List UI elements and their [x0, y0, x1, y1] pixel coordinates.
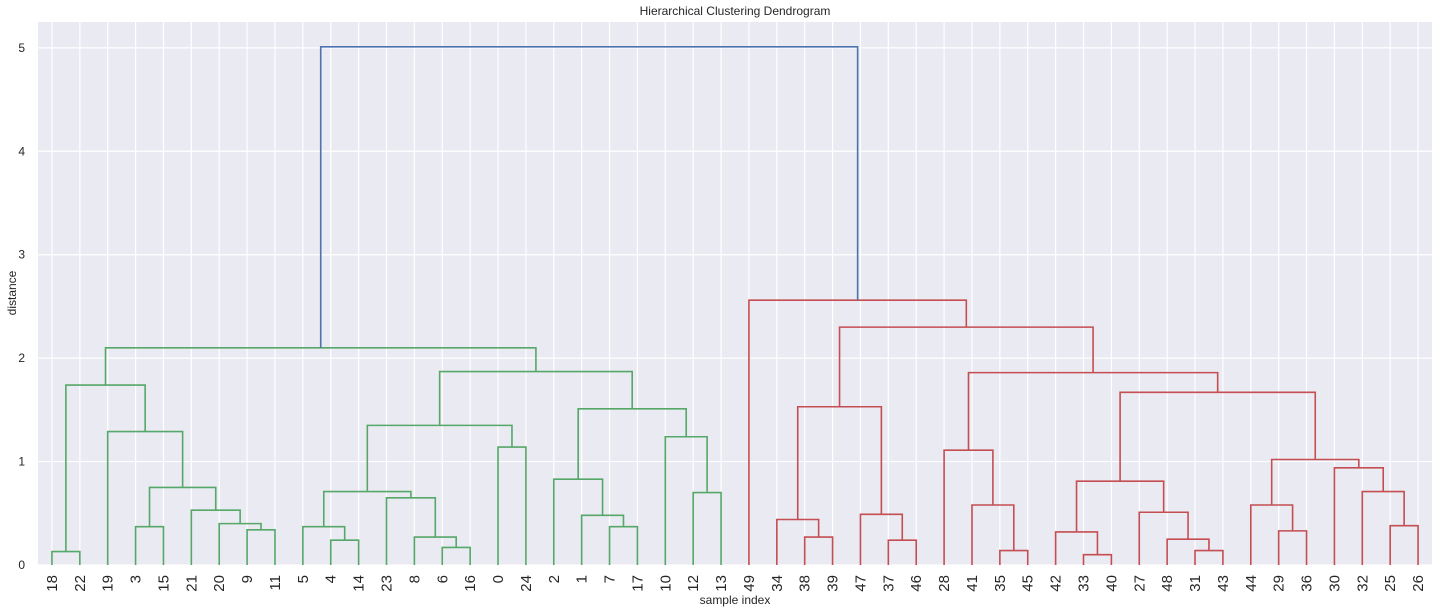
- x-tick-label: 1: [574, 575, 591, 583]
- dendrogram-link: [148, 486, 217, 527]
- x-tick-label: 48: [1159, 575, 1176, 592]
- x-tick-label: 19: [100, 575, 117, 592]
- x-tick-label: 3: [128, 575, 145, 583]
- x-tick-label: 21: [183, 575, 200, 592]
- x-tick-label: 47: [852, 575, 869, 592]
- dendrogram-link: [967, 371, 1219, 451]
- dendrogram-link: [322, 490, 412, 527]
- x-tick-label: 24: [518, 575, 535, 592]
- y-tick-label: 2: [18, 351, 25, 365]
- dendrogram-link: [218, 522, 262, 565]
- x-tick-label: 20: [211, 575, 228, 592]
- x-tick-label: 31: [1187, 575, 1204, 592]
- x-tick-label: 46: [908, 575, 925, 592]
- dendrogram-link: [664, 435, 708, 565]
- x-tick-label: 11: [267, 575, 284, 591]
- x-tick-label: 45: [1020, 575, 1037, 592]
- x-tick-label: 13: [713, 575, 730, 592]
- x-tick-label: 39: [825, 575, 842, 592]
- dendrogram-link: [438, 370, 633, 426]
- x-tick-label: 5: [295, 575, 312, 583]
- x-tick-label: 23: [379, 575, 396, 592]
- x-tick-label: 36: [1299, 575, 1316, 592]
- x-tick-label: 41: [964, 575, 981, 592]
- y-tick-label: 5: [18, 41, 25, 55]
- x-tick-label: 16: [462, 575, 479, 592]
- x-tick-label: 10: [657, 575, 674, 592]
- x-tick-label: 32: [1354, 575, 1371, 592]
- x-tick-label: 0: [490, 575, 507, 583]
- x-tick-label: 4: [323, 575, 340, 583]
- dendrogram-link: [1075, 480, 1165, 532]
- chart-title: Hierarchical Clustering Dendrogram: [640, 4, 831, 18]
- x-tick-label: 49: [741, 575, 758, 592]
- x-tick-label: 43: [1215, 575, 1232, 592]
- x-tick-label: 37: [880, 575, 897, 592]
- y-axis-ticks: 0 1 2 3 4 5: [18, 41, 25, 572]
- x-tick-label: 33: [1076, 575, 1093, 592]
- dendrogram-link: [319, 46, 859, 348]
- dendrogram-link: [1166, 538, 1210, 565]
- grid-lines: [38, 22, 1432, 566]
- x-tick-label: 18: [44, 575, 61, 592]
- y-tick-label: 4: [18, 144, 25, 158]
- x-tick-label: 28: [936, 575, 953, 592]
- x-tick-label: 30: [1326, 575, 1343, 592]
- x-tick-label: 38: [797, 575, 814, 592]
- x-axis-label: sample index: [700, 593, 771, 607]
- dendrogram-link: [190, 509, 241, 565]
- dendrogram-link: [1270, 458, 1360, 506]
- dendrogram-link: [1277, 530, 1308, 565]
- y-tick-label: 0: [18, 558, 25, 572]
- x-tick-label: 7: [602, 575, 619, 583]
- x-tick-label: 44: [1243, 575, 1260, 592]
- dendrogram-link: [577, 408, 688, 480]
- x-tick-label: 42: [1048, 575, 1065, 592]
- x-tick-label: 15: [155, 575, 172, 592]
- x-tick-label: 17: [629, 575, 646, 592]
- x-tick-label: 35: [992, 575, 1009, 592]
- x-tick-label: 34: [769, 575, 786, 592]
- y-tick-label: 3: [18, 248, 25, 262]
- dendrogram-links: [51, 46, 1419, 565]
- dendrogram-link: [1361, 490, 1405, 565]
- x-tick-label: 27: [1131, 575, 1148, 592]
- dendrogram-link: [1054, 531, 1099, 565]
- plot-area: [38, 22, 1432, 565]
- x-tick-label: 25: [1382, 575, 1399, 592]
- x-tick-label: 8: [406, 575, 423, 583]
- dendrogram-link: [748, 299, 968, 565]
- x-tick-label: 2: [546, 575, 563, 583]
- x-tick-label: 29: [1271, 575, 1288, 592]
- y-axis-label: distance: [5, 270, 19, 315]
- x-tick-label: 12: [685, 575, 702, 592]
- x-tick-label: 22: [72, 575, 89, 592]
- x-tick-label: 14: [351, 575, 368, 592]
- x-tick-label: 26: [1410, 575, 1427, 592]
- x-tick-label: 6: [434, 575, 451, 583]
- x-axis-ticks: 18 22 19 3 15 21 20 9 11 5 4 14 23 8 6 16 0 24 2 1 7 17 10 12 13…: [44, 575, 1427, 592]
- x-tick-label: 40: [1103, 575, 1120, 592]
- y-tick-label: 1: [18, 455, 25, 469]
- x-tick-label: 9: [239, 575, 256, 583]
